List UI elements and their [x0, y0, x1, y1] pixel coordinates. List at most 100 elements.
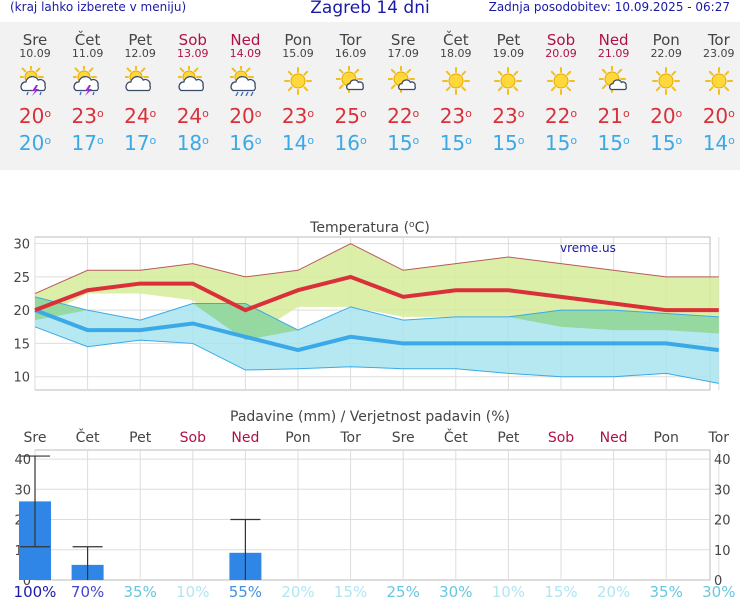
overlap-band: [35, 296, 719, 341]
x-tick-label: Pet: [497, 430, 520, 446]
day-column: Ned 21.09 21o 15o: [588, 22, 640, 155]
day-name: Tor: [339, 31, 362, 49]
day-name: Sre: [390, 31, 416, 49]
max-temperature: 21o: [597, 104, 630, 128]
min-temperature: 15o: [597, 131, 630, 155]
max-temperature: 24o: [176, 104, 209, 128]
sun-icon: [652, 67, 681, 95]
page-title: Zagreb 14 dni: [310, 0, 430, 18]
day-date: 21.09: [597, 47, 630, 60]
sun-cloud-icon: [125, 66, 152, 92]
top-bar: (kraj lahko izberete v meniju) Zagreb 14…: [0, 0, 740, 22]
day-column: Sob 20.09 22o 15o: [535, 22, 587, 155]
day-name: Ned: [598, 31, 629, 49]
daily-forecast-strip: Sre 10.09 20o 20o Čet 11.09 23o 17o Pet 12.09 24o 1…: [0, 22, 740, 170]
x-tick-label: Sob: [180, 430, 206, 446]
y-tick-label-right: 30: [714, 483, 731, 498]
day-date: 22.09: [650, 47, 682, 60]
probability-label: 30%: [439, 583, 472, 600]
day-column: Tor 16.09 25o 16o: [325, 22, 377, 155]
min-temperature: 14o: [702, 131, 735, 155]
y-tick-label-right: 0: [714, 574, 722, 589]
day-column: Tor 23.09 20o 14o: [693, 22, 740, 155]
chart-title: Padavine (mm) / Verjetnost padavin (%): [230, 409, 510, 425]
min-temperature: 16o: [334, 131, 367, 155]
min-temperature: 15o: [439, 131, 472, 155]
day-date: 16.09: [334, 47, 367, 60]
y-tick-label: 15: [13, 337, 30, 352]
plot-area: [34, 449, 711, 581]
y-tick-label-right: 10: [714, 544, 731, 559]
sun-icon: [704, 67, 733, 95]
day-column: Pet 12.09 24o 17o: [114, 22, 166, 155]
probability-label: 35%: [650, 583, 683, 600]
min-temperature: 17o: [124, 131, 157, 155]
probability-label: 55%: [229, 583, 262, 600]
sun-small-cloud-icon: [598, 66, 627, 93]
min-temperature: 14o: [281, 131, 315, 155]
x-tick-label: Pet: [129, 430, 152, 446]
x-tick-label: Tor: [708, 430, 730, 446]
min-temperature: 15o: [650, 131, 683, 155]
y-tick-label: 20: [13, 304, 30, 319]
precipitation-chart: Padavine (mm) / Verjetnost padavin (%) Sr…: [14, 409, 736, 600]
max-temperature: 24o: [124, 104, 157, 128]
probability-label: 20%: [597, 583, 630, 600]
x-tick-label: Tor: [339, 430, 361, 446]
y-tick-label: 10: [13, 371, 30, 386]
day-column: Ned 14.09 20o 16o: [219, 22, 271, 155]
day-name: Ned: [230, 31, 261, 49]
max-temperature-line: [34, 274, 719, 313]
max-range-top-edge: [34, 243, 719, 295]
y-tick-label-right: 40: [714, 453, 731, 468]
max-temperature: 23o: [439, 104, 472, 128]
min-temperature: 18o: [176, 131, 209, 155]
min-temperature: 17o: [71, 131, 104, 155]
sun-small-cloud-icon: [335, 66, 364, 93]
max-temperature: 20o: [18, 104, 52, 128]
sun-icon: [547, 67, 575, 95]
day-column: Čet 18.09 23o 15o: [430, 22, 482, 155]
day-date: 19.09: [492, 47, 525, 60]
day-name: Čet: [74, 31, 101, 49]
min-temperature: 20o: [18, 131, 52, 155]
day-column: Pon 15.09 23o 14o: [272, 22, 324, 155]
sun-icon: [284, 67, 312, 95]
probability-label: 35%: [124, 583, 157, 600]
x-tick-label: Čet: [444, 428, 468, 446]
y-tick-label-left: 0: [23, 574, 31, 589]
max-temperature: 22o: [544, 104, 578, 128]
day-name: Sob: [546, 31, 576, 49]
probability-label: 100%: [14, 583, 57, 600]
min-range-top-edge: [34, 296, 719, 331]
day-name: Sob: [178, 31, 207, 49]
probability-label: 10%: [176, 583, 209, 600]
x-tick-label: Pon: [654, 430, 679, 446]
location-hint[interactable]: (kraj lahko izberete v meniju): [10, 0, 187, 14]
x-tick-label: Čet: [76, 428, 100, 446]
day-date: 13.09: [177, 47, 209, 60]
probability-label: 15%: [334, 583, 367, 600]
day-name: Pon: [284, 31, 312, 49]
probability-label: 10%: [492, 583, 525, 600]
max-temperature: 20o: [650, 104, 683, 128]
y-tick-label-right: 20: [714, 514, 731, 529]
sun-small-cloud-icon: [388, 66, 417, 93]
max-temperature: 25o: [334, 104, 367, 128]
sun-cloud-rain-icon: [230, 66, 257, 96]
min-range-bottom-edge: [34, 326, 719, 384]
day-name: Pet: [496, 31, 521, 49]
max-temperature: 20o: [702, 104, 735, 128]
sun-cloud-lightning-rain-icon: [20, 66, 46, 96]
y-tick-label: 25: [13, 271, 30, 286]
probability-label: 20%: [281, 583, 314, 600]
day-date: 23.09: [703, 47, 735, 60]
day-date: 11.09: [71, 47, 104, 60]
x-tick-label: Sob: [548, 430, 574, 446]
max-temperature: 23o: [492, 104, 525, 128]
min-temperature: 15o: [387, 131, 420, 155]
temperature-chart: Temperatura (oC) 10 15 20 25 30 vreme.us: [13, 220, 720, 391]
x-tick-label: Sre: [24, 430, 47, 446]
max-temperature: 22o: [387, 104, 420, 128]
day-date: 12.09: [124, 47, 156, 60]
